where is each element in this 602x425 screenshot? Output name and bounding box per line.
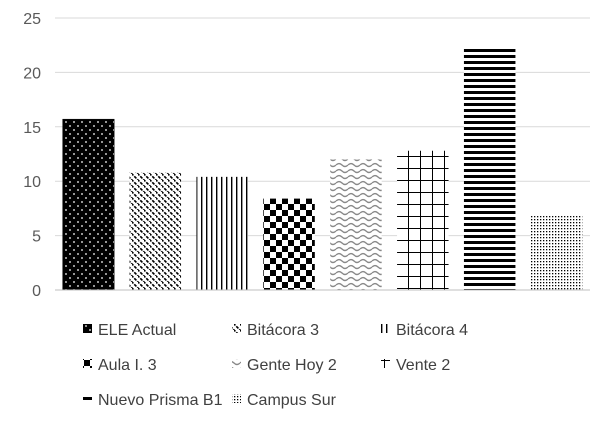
- y-tick-label: 15: [23, 120, 41, 137]
- bar-bit-cora-3: [129, 172, 182, 290]
- y-tick-label: 10: [23, 174, 41, 191]
- legend-swatch: [83, 324, 92, 333]
- legend-label: ELE Actual: [98, 322, 176, 339]
- legend-label: Vente 2: [396, 357, 450, 374]
- bar-campus-sur: [530, 216, 583, 290]
- legend-label: Nuevo Prisma B1: [98, 392, 223, 409]
- legend-swatch: [232, 394, 241, 403]
- legend-swatch: [83, 359, 92, 368]
- legend-swatch: [232, 359, 241, 368]
- y-tick-label: 0: [32, 283, 41, 300]
- legend-swatch: [232, 324, 241, 333]
- legend-swatch: [381, 324, 390, 333]
- bar-vente-2: [397, 150, 449, 290]
- legend-label: Campus Sur: [247, 392, 337, 409]
- legend-swatch: [83, 394, 92, 403]
- legend-label: Gente Hoy 2: [247, 357, 337, 374]
- y-axis-ticks: 0 5 10 15 20 25: [23, 11, 41, 300]
- bar-nuevo-prisma-b1: [463, 47, 516, 290]
- y-tick-label: 5: [32, 229, 41, 246]
- bar-bit-cora-4: [196, 176, 248, 290]
- bar-ele-actual: [62, 118, 115, 291]
- y-tick-label: 20: [23, 65, 41, 82]
- legend-swatch: [381, 359, 390, 368]
- bars: [62, 47, 583, 291]
- legend-label: Bitácora 4: [396, 322, 468, 339]
- bar-aula-i-3: [263, 198, 315, 290]
- legend-label: Bitácora 3: [247, 322, 319, 339]
- bar-gente-hoy-2: [330, 159, 382, 290]
- legend: ELE Actual Bitácora 3 Bitácora 4 Aula I. 3 G…: [83, 322, 468, 409]
- y-tick-label: 25: [23, 11, 41, 28]
- legend-label: Aula I. 3: [98, 357, 157, 374]
